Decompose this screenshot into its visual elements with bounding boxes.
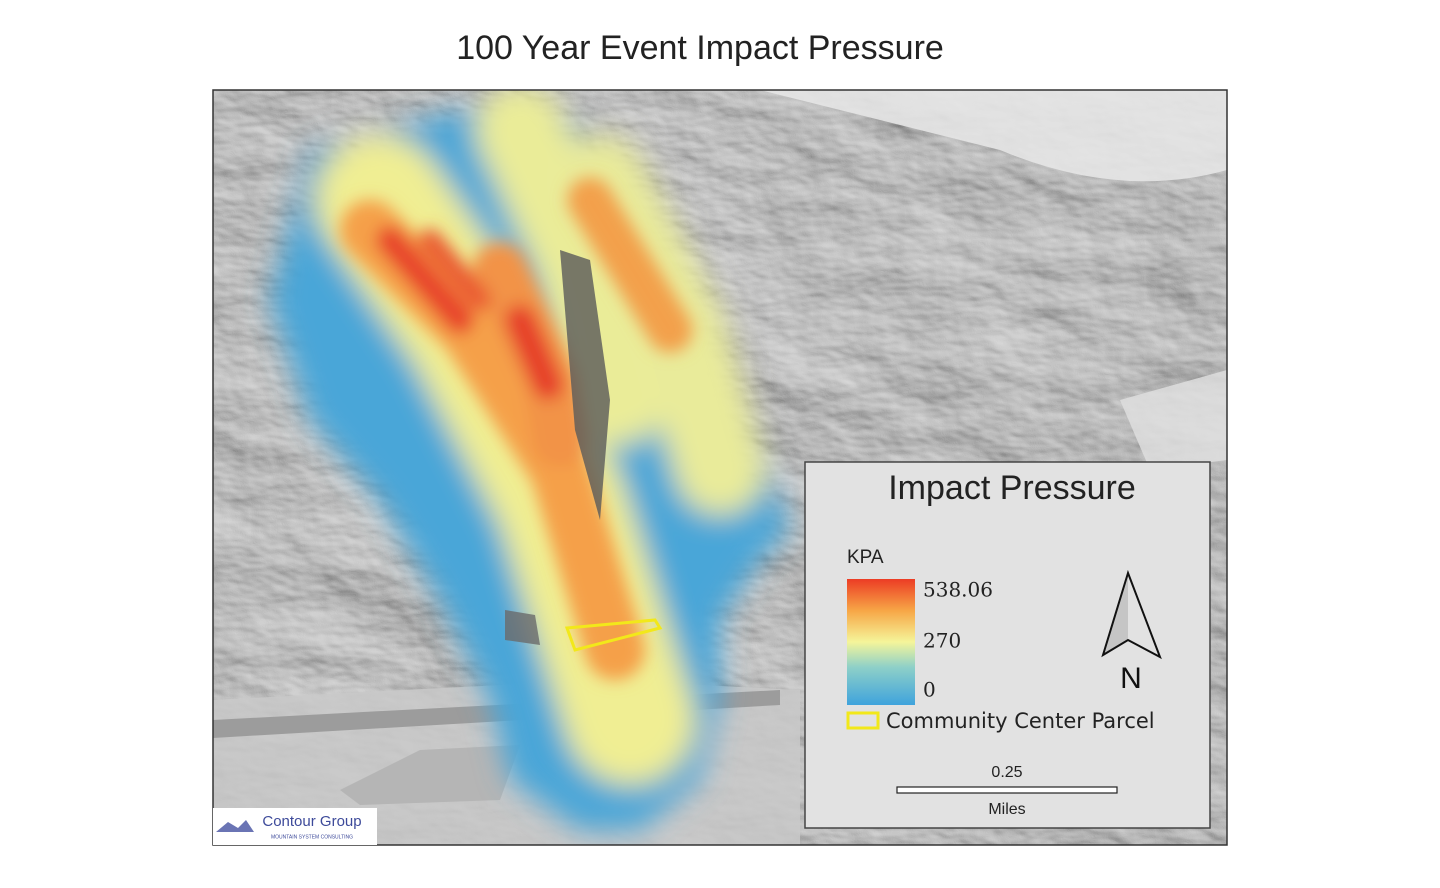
map-title: 100 Year Event Impact Pressure <box>456 29 944 67</box>
pressure-peak <box>376 226 474 334</box>
north-arrow-outline <box>1101 569 1162 660</box>
pressure-peak <box>505 305 563 400</box>
legend-title: Impact Pressure <box>888 469 1136 507</box>
field <box>340 745 520 805</box>
ramp-tick-label: 270 <box>923 628 961 652</box>
logo-name: Contour Group <box>262 813 361 830</box>
scale-value: 0.25 <box>991 764 1022 781</box>
bright-slope <box>760 90 1227 182</box>
bright-slope <box>1120 370 1227 470</box>
scale-unit: Miles <box>988 801 1025 818</box>
pressure-core <box>340 177 693 680</box>
ramp-tick-label: 0 <box>923 678 936 702</box>
north-arrow: N <box>1101 569 1162 695</box>
pressure-peak <box>419 229 491 311</box>
legend-unit: KPA <box>847 547 884 568</box>
pressure-high <box>567 177 693 353</box>
terrain-gap <box>560 250 610 520</box>
parcel-label: Community Center Parcel <box>886 709 1155 733</box>
scale-bar <box>896 786 1118 794</box>
north-arrow-fill <box>1103 573 1128 655</box>
color-ramp <box>847 579 915 705</box>
logo: Contour Group MOUNTAIN SYSTEM CONSULTING <box>213 808 377 845</box>
ramp-tick-label: 538.06 <box>923 578 993 602</box>
terrain-gap <box>505 610 540 645</box>
parcel-swatch <box>846 711 880 730</box>
community-center-parcel <box>564 618 663 652</box>
legend: Impact Pressure KPA 538.06 270 0 Community… <box>804 461 1211 829</box>
north-label: N <box>1120 662 1142 695</box>
map-frame <box>212 89 1228 846</box>
logo-mark <box>216 820 254 832</box>
logo-tagline: MOUNTAIN SYSTEM CONSULTING <box>271 834 353 840</box>
ramp-ticks: 538.06 270 0 <box>923 578 993 702</box>
